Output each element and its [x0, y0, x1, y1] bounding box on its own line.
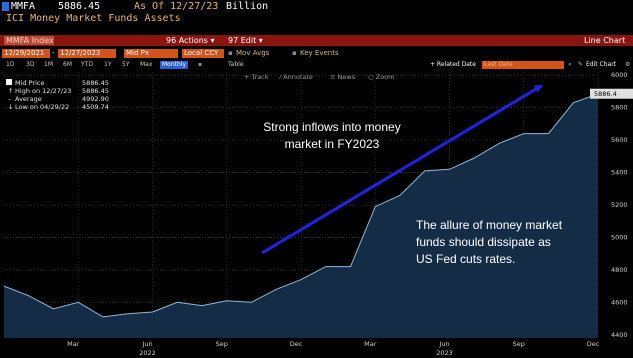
chart-tools: + Track ⁄ Annotate ≡ News ○ Zoom: [244, 73, 395, 81]
y-tick-label: 5200: [611, 201, 628, 209]
collapse-icon[interactable]: «: [568, 61, 572, 68]
ticker-label: MMFA: [11, 1, 36, 12]
ticker-price: 5886.45: [58, 1, 101, 12]
annotation-allure-line3: US Fed cuts rates.: [416, 252, 515, 266]
legend-average-label: Average: [15, 95, 42, 103]
x-tick-label: Sep: [513, 340, 525, 348]
zoom-tool[interactable]: ○ Zoom: [368, 73, 395, 81]
y-tick-label: 5000: [611, 233, 628, 241]
currency-selector[interactable]: Local CCY: [182, 49, 224, 58]
legend-average-value: 4992.90: [82, 95, 109, 103]
period-bar: 1D 3D 1M 6M YTD 1Y 5Y Max Monthly ▪ Tabl…: [0, 60, 633, 70]
legend-average-icon: –: [8, 95, 11, 103]
x-tick-label: Jun: [141, 340, 152, 348]
y-tick-label: 6000: [611, 71, 628, 79]
legend: Mid Price 5886.45 ↑ High on 12/27/23 588…: [6, 79, 109, 111]
unit-label: Billion: [226, 1, 269, 12]
legend-swatch: [6, 79, 12, 85]
period-1m[interactable]: 1M: [44, 61, 53, 68]
annotation-allure-line1: The allure of money market: [416, 218, 563, 232]
y-tick-label: 5400: [611, 169, 628, 177]
table-button[interactable]: Table: [228, 61, 244, 68]
y-tick-label: 4400: [611, 331, 628, 339]
gear-icon[interactable]: ⚙: [625, 61, 631, 68]
as-of-date: As Of 12/27/23: [134, 1, 219, 12]
period-ytd[interactable]: YTD: [81, 61, 93, 68]
field-selector[interactable]: Mid Px: [124, 49, 178, 58]
x-tick-label: Dec: [587, 340, 600, 348]
area-chart: 4400 4600 4800 5000 5200 5400 5600 5800 6000 Mar…: [0, 70, 633, 358]
last-value-label: 5886.4: [594, 90, 617, 98]
period-1d[interactable]: 1D: [6, 61, 15, 68]
pencil-icon: ✎: [578, 61, 584, 68]
key-events-icon: ▪: [292, 49, 297, 57]
mov-avgs-icon: ▪: [228, 49, 233, 57]
annotation-inflows-line2: market in FY2023: [285, 137, 380, 151]
security-title: ICI Money Market Funds Assets: [6, 13, 181, 24]
x-tick-label: Mar: [67, 340, 80, 348]
x-tick-label: Jun: [438, 340, 449, 348]
start-date-field[interactable]: 12/29/2021: [2, 49, 50, 58]
x-year-label: 2022: [139, 349, 156, 357]
end-date-field[interactable]: 12/27/2023: [58, 49, 116, 58]
legend-low-value: 4509.74: [82, 103, 109, 111]
period-6m[interactable]: 6M: [63, 61, 72, 68]
last-value-marker: 5886.4: [590, 88, 633, 99]
ticker-header: MMFA 5886.45 As Of 12/27/23 Billion: [0, 0, 633, 13]
range-bar: 12/29/2021 - 12/27/2023 Mid Px Local CCY…: [0, 48, 633, 59]
y-tick-label: 4800: [611, 266, 628, 274]
line-chart-label: Line Chart: [584, 36, 626, 45]
mov-avgs-button[interactable]: Mov Avgs: [236, 49, 270, 57]
legend-low-icon: ↓: [8, 103, 13, 111]
x-tick-label: Mar: [364, 340, 377, 348]
index-field[interactable]: MMFA Index: [4, 36, 54, 45]
period-5y[interactable]: 5Y: [122, 61, 130, 68]
range-separator: -: [52, 49, 55, 57]
annotation-allure-line2: funds should dissipate as: [416, 235, 551, 249]
legend-high-label: High on 12/27/23: [15, 87, 71, 95]
x-tick-label: Dec: [290, 340, 303, 348]
track-tool[interactable]: + Track: [244, 73, 269, 81]
table-icon: ▪: [198, 61, 203, 68]
legend-mid-price-label: Mid Price: [15, 79, 44, 87]
x-year-label: 2023: [436, 349, 453, 357]
trend-arrow: [261, 84, 543, 255]
key-events-button[interactable]: Key Events: [300, 49, 339, 57]
action-bar: MMFA Index 96 Actions ▾ 97 Edit ▾ Line C…: [0, 35, 633, 46]
series-line: [3, 93, 599, 318]
news-tool[interactable]: ≡ News: [330, 73, 356, 81]
legend-high-value: 5886.45: [82, 87, 109, 95]
annotation-inflows-line1: Strong inflows into money: [263, 120, 400, 134]
frequency-selector[interactable]: Monthly: [160, 61, 189, 69]
y-axis: 4400 4600 4800 5000 5200 5400 5600 5800 6000: [611, 71, 628, 339]
x-tick-label: Sep: [216, 340, 228, 348]
x-axis: Mar Jun Sep Dec Mar Jun Sep Dec 2022 2023: [67, 340, 600, 357]
related-date-button[interactable]: + Related Date: [430, 61, 476, 68]
related-date-field[interactable]: Last Date: [482, 61, 564, 69]
legend-low-label: Low on 04/29/22: [15, 103, 69, 111]
annotate-tool[interactable]: ⁄ Annotate: [278, 73, 313, 81]
y-tick-label: 5600: [611, 136, 628, 144]
series-area: [4, 93, 598, 338]
security-title-row: ICI Money Market Funds Assets: [0, 13, 633, 24]
edit-chart-button[interactable]: Edit Chart: [586, 61, 617, 68]
legend-high-icon: ↑: [8, 87, 13, 95]
period-max[interactable]: Max: [140, 61, 153, 68]
y-tick-label: 5800: [611, 104, 628, 112]
edit-menu[interactable]: 97 Edit ▾: [228, 36, 263, 45]
period-1y[interactable]: 1Y: [104, 61, 112, 68]
legend-mid-price-value: 5886.45: [82, 79, 109, 87]
actions-menu[interactable]: 96 Actions ▾: [166, 36, 215, 45]
y-tick-label: 4600: [611, 298, 628, 306]
period-3d[interactable]: 3D: [26, 61, 35, 68]
security-marker: [2, 2, 9, 11]
